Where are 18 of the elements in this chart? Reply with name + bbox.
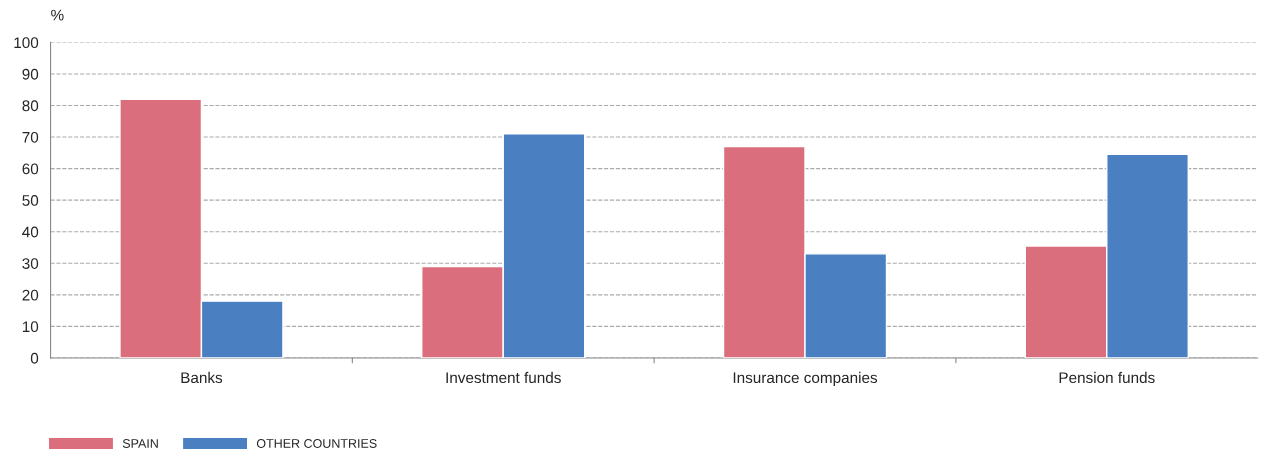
y-axis-title: % [51,9,64,21]
y-tick-label: 10 [22,321,39,333]
x-tick-label: Investment funds [446,371,561,384]
x-tick-label: Pension funds [1059,371,1155,384]
y-tick-label: 60 [22,163,39,175]
y-tick-label: 40 [22,226,39,238]
y-tick-label: 0 [30,352,39,364]
y-tick-label: 20 [22,289,39,301]
legend-label: SPAIN [122,439,158,448]
y-tick-label: 100 [14,37,39,49]
x-tick-label: Insurance companies [733,371,878,387]
y-tick-label: 80 [22,100,39,112]
y-tick-label: 90 [22,68,39,80]
legend-label: OTHER COUNTRIES [256,439,377,448]
y-tick-label: 50 [22,195,39,206]
y-tick-label: 30 [22,258,39,269]
x-tick-label: Banks [181,371,223,384]
y-tick-label: 70 [22,131,39,143]
